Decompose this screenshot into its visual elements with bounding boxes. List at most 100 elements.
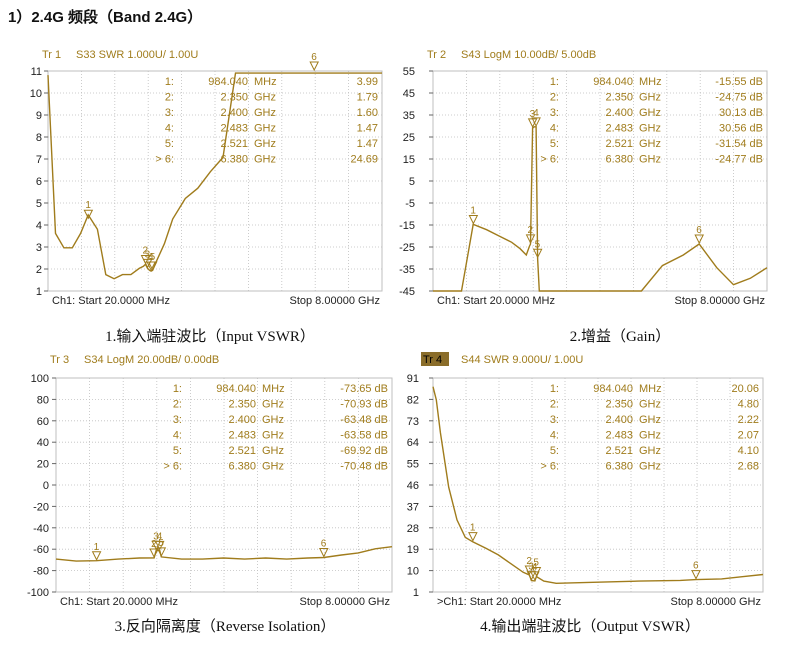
- y-tick-label: 5: [409, 176, 415, 188]
- y-tick-label: 11: [31, 66, 42, 78]
- marker-id-1: 1: [470, 523, 476, 534]
- marker-label: 2:: [550, 399, 559, 411]
- marker-value: -24.75 dB: [715, 92, 763, 104]
- y-tick-label: -60: [33, 544, 49, 556]
- marker-label: 5:: [550, 138, 559, 150]
- marker-label: 4:: [165, 123, 174, 135]
- y-tick-label: 3: [36, 242, 42, 254]
- marker-unit: GHz: [639, 399, 661, 411]
- marker-triangle-4: [154, 540, 165, 551]
- marker-label: 1:: [165, 76, 174, 88]
- y-tick-label: 37: [407, 501, 419, 513]
- marker-id-3: 3: [153, 531, 159, 542]
- marker-value: 4.80: [738, 399, 759, 411]
- caption-reverse-isolation: 3.反向隔离度（Reverse Isolation）: [114, 619, 336, 635]
- marker-label: 5:: [165, 138, 174, 150]
- y-tick-label: 19: [407, 544, 419, 556]
- marker-unit: GHz: [639, 430, 661, 442]
- trace-title: S33 SWR 1.000U/ 1.00U: [76, 49, 198, 61]
- trace-label-bg: [421, 352, 449, 366]
- marker-triangle-6: [694, 234, 705, 245]
- marker-label: 5:: [550, 445, 559, 457]
- y-tick-label: 80: [37, 394, 49, 406]
- trace-label: Tr 3: [50, 354, 69, 366]
- chart-gain: Tr 2 S43 LogM 10.00dB/ 5.00dB55453525155-…: [399, 49, 768, 307]
- y-tick-label: 8: [36, 132, 42, 144]
- marker-unit: GHz: [639, 123, 661, 135]
- y-tick-label: 46: [407, 480, 419, 492]
- marker-label: 3:: [550, 414, 559, 426]
- marker-label: 1:: [550, 76, 559, 88]
- marker-value: 24.69: [350, 154, 378, 166]
- y-tick-label: 35: [403, 110, 415, 122]
- start-label: Ch1: Start 20.0000 MHz: [52, 295, 170, 307]
- y-tick-label: 60: [37, 416, 49, 428]
- y-tick-label: 1: [36, 286, 42, 298]
- y-tick-label: 6: [36, 176, 42, 188]
- marker-unit: GHz: [254, 138, 276, 150]
- y-tick-label: -15: [399, 220, 415, 232]
- marker-freq: 6.380: [605, 154, 633, 166]
- marker-label: 3:: [165, 107, 174, 119]
- marker-label: 4:: [550, 430, 559, 442]
- marker-id-6: 6: [311, 52, 317, 63]
- marker-label: 3:: [550, 107, 559, 119]
- marker-value: -70.48 dB: [340, 461, 388, 473]
- chart-input-vswr: Tr 1 S33 SWR 1.000U/ 1.00U111098765432112…: [30, 49, 383, 307]
- y-tick-label: 28: [407, 523, 419, 535]
- marker-id-6: 6: [696, 225, 702, 236]
- y-tick-label: 73: [407, 416, 419, 428]
- marker-value: 30.56 dB: [719, 123, 763, 135]
- marker-freq: 984.040: [216, 383, 256, 395]
- marker-freq: 2.400: [605, 414, 633, 426]
- y-tick-label: -35: [399, 264, 415, 276]
- trace-label: Tr 2: [427, 49, 446, 61]
- y-tick-label: 1: [413, 587, 419, 599]
- marker-label: 2:: [165, 92, 174, 104]
- marker-triangle-5: [531, 566, 542, 577]
- y-tick-label: 25: [403, 132, 415, 144]
- marker-id-1: 1: [85, 200, 91, 211]
- y-tick-label: 40: [37, 437, 49, 449]
- marker-id-5: 5: [150, 252, 156, 263]
- trace-label: Tr 4: [423, 354, 442, 366]
- marker-triangle-5: [147, 261, 158, 272]
- y-tick-label: 45: [403, 88, 415, 100]
- start-label: Ch1: Start 20.0000 MHz: [60, 596, 178, 608]
- trace-line: [47, 72, 382, 280]
- marker-id-3: 3: [528, 562, 534, 573]
- marker-value: -24.77 dB: [715, 154, 763, 166]
- marker-unit: GHz: [639, 445, 661, 457]
- marker-unit: GHz: [254, 92, 276, 104]
- marker-unit: GHz: [639, 461, 661, 473]
- marker-value: -31.54 dB: [715, 138, 763, 150]
- marker-label: 5:: [173, 445, 182, 457]
- y-tick-label: 2: [36, 264, 42, 276]
- y-tick-label: 20: [37, 459, 49, 471]
- y-tick-label: -100: [27, 587, 49, 599]
- marker-id-1: 1: [94, 542, 100, 553]
- marker-unit: GHz: [262, 430, 284, 442]
- marker-label: 1:: [550, 383, 559, 395]
- marker-triangle-2: [525, 234, 536, 245]
- marker-unit: MHz: [639, 383, 662, 395]
- marker-label: 2:: [173, 399, 182, 411]
- marker-freq: 2.521: [220, 138, 248, 150]
- marker-freq: 984.040: [593, 383, 633, 395]
- marker-unit: GHz: [254, 123, 276, 135]
- marker-freq: 984.040: [593, 76, 633, 88]
- y-tick-label: 15: [403, 154, 415, 166]
- marker-id-2: 2: [528, 225, 534, 236]
- marker-freq: 6.380: [605, 461, 633, 473]
- marker-freq: 2.350: [605, 92, 633, 104]
- marker-freq: 2.521: [605, 138, 633, 150]
- trace-label: Tr 1: [42, 49, 61, 61]
- y-tick-label: -25: [399, 242, 415, 254]
- marker-freq: 2.521: [228, 445, 256, 457]
- trace-title: S44 SWR 9.000U/ 1.00U: [461, 354, 583, 366]
- marker-triangle-2: [524, 565, 535, 576]
- marker-freq: 2.350: [220, 92, 248, 104]
- marker-label: 4:: [173, 430, 182, 442]
- marker-freq: 2.521: [605, 445, 633, 457]
- y-tick-label: 82: [407, 394, 419, 406]
